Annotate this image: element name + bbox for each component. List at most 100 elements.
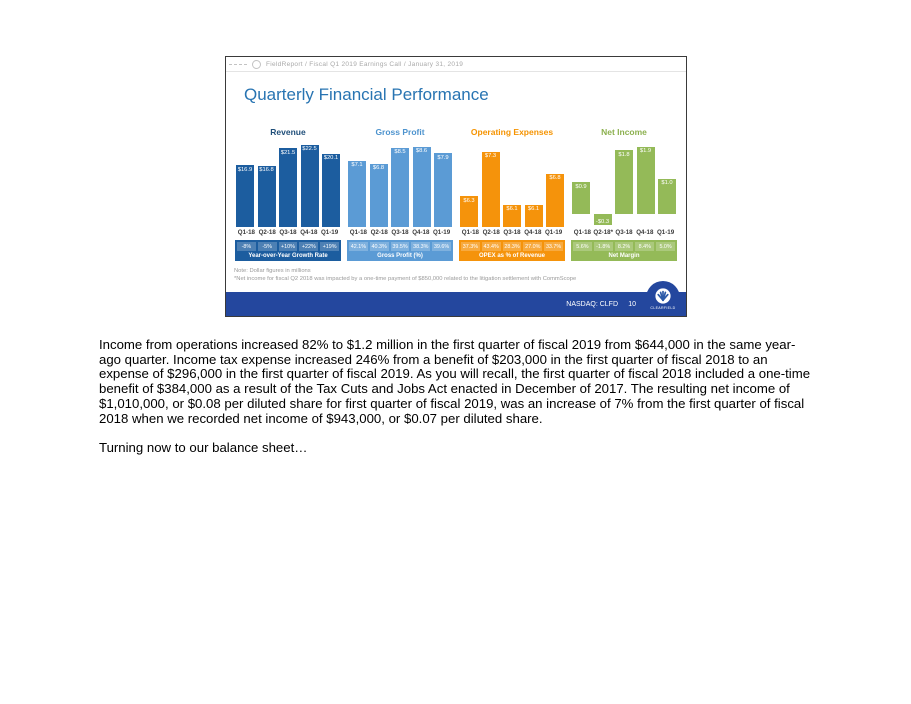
x-axis-label: Q1-19: [320, 229, 339, 236]
footnote-line-2: *Net income for fiscal Q2 2018 was impac…: [234, 275, 577, 282]
bar-revenue-Q1-18: $16.9: [236, 165, 254, 227]
bar-gross-profit-Q4-18: $8.6: [412, 146, 431, 227]
x-axis-label: Q1-18: [349, 229, 367, 236]
footnote-line-1: Note: Dollar figures in millions: [234, 268, 311, 274]
bar-value-label: $7.9: [437, 154, 449, 161]
charts-row: Revenue $16.9 $16.8 $21.5 $22.5 $20.1 Q1-18 Q2-…: [232, 127, 680, 261]
x-axis-label: Q4-18: [412, 229, 430, 236]
metric-strip-cell: 37.3%: [461, 242, 480, 251]
bar-value-label: -$0.3: [595, 218, 610, 225]
bar-gross-profit-Q2-18: $6.8: [369, 163, 388, 227]
progress-marker-icon: [252, 59, 261, 69]
metric-strip-label: OPEX as % of Revenue: [478, 253, 546, 259]
metric-strip-cell: 28.3%: [502, 242, 522, 251]
metric-strip-values: 42.1% 40.3% 39.5% 38.3% 39.6%: [349, 242, 451, 251]
metric-strip-values: -8% -5% +10% +22% +19%: [237, 242, 339, 251]
bar-net-income-Q2-18*: -$0.3: [593, 214, 612, 226]
bar-value-label: $1.0: [661, 180, 673, 187]
progress-dash-line: [229, 63, 247, 65]
x-axis-label: Q1-19: [544, 229, 563, 236]
bar-revenue-Q3-18: $21.5: [279, 148, 297, 227]
metric-strip-cell: +10%: [278, 242, 298, 251]
metric-strip-cell: +22%: [299, 242, 319, 251]
x-axis-label: Q2-18: [482, 229, 500, 236]
bar-value-label: $22.5: [302, 146, 317, 153]
bar-value-label: $6.3: [463, 197, 475, 204]
metric-strip-revenue: -8% -5% +10% +22% +19% Year-over-Year Growth …: [235, 240, 341, 261]
x-axis-label: Q1-18: [461, 229, 479, 236]
metric-strip-label: Year-over-Year Growth Rate: [248, 253, 328, 259]
metric-strip-cell: -5%: [257, 242, 277, 251]
chart-revenue: Revenue $16.9 $16.8 $21.5 $22.5 $20.1 Q1-18 Q2-…: [232, 127, 344, 261]
paragraph-transition: Turning now to our balance sheet…: [99, 439, 308, 455]
chart-plot-revenue: $16.9 $16.8 $21.5 $22.5 $20.1: [236, 143, 340, 227]
x-axis-label: Q2-18: [370, 229, 388, 236]
bar-gross-profit-Q3-18: $8.5: [391, 147, 409, 227]
slide-header: FieldReport / Fiscal Q1 2019 Earnings Ca…: [226, 57, 686, 72]
chart-gross-profit: Gross Profit $7.1 $6.8 $8.5 $8.6 $7.9 Q1-18 Q2-…: [344, 127, 456, 261]
metric-strip-cell: 27.0%: [523, 242, 543, 251]
metric-strip-cell: 8.2%: [614, 242, 634, 251]
metric-strip-cell: 33.7%: [544, 242, 563, 251]
bar-value-label: $7.3: [484, 153, 497, 160]
metric-strip-cell: +19%: [320, 242, 339, 251]
x-axis-label: Q1-19: [656, 229, 675, 236]
bar-revenue-Q4-18: $22.5: [300, 144, 319, 227]
chart-xlabels-revenue: Q1-18 Q2-18 Q3-18 Q4-18 Q1-19: [236, 229, 340, 236]
metric-strip-net-income: 5.6% -1.8% 8.2% 8.4% 5.0% Net Margin: [571, 240, 677, 261]
bar-gross-profit-Q1-19: $7.9: [434, 153, 452, 227]
x-axis-label: Q2-18: [258, 229, 276, 236]
bar-net-income-Q1-19: $1.0: [658, 178, 676, 215]
chart-xlabels-net-income: Q1-18 Q2-18* Q3-18 Q4-18 Q1-19: [572, 229, 676, 236]
clearfield-logo-badge: CLEARFIELD: [646, 281, 680, 315]
bar-gross-profit-Q1-18: $7.1: [348, 160, 366, 227]
chart-plot-net-income: $0.9 -$0.3 $1.8 $1.9 $1.0: [572, 143, 676, 227]
chart-operating-expenses: Operating Expenses $6.3 $7.3 $6.1 $6.1 $6.8 Q1…: [456, 127, 568, 261]
slide-footnote: Note: Dollar figures in millions *Net in…: [234, 268, 686, 283]
bar-value-label: $1.8: [618, 151, 630, 158]
bar-value-label: $1.9: [639, 148, 652, 155]
bar-revenue-Q1-19: $20.1: [322, 153, 340, 227]
metric-strip-gross-profit: 42.1% 40.3% 39.5% 38.3% 39.6% Gross Profit (%…: [347, 240, 453, 261]
x-axis-label: Q1-18: [237, 229, 255, 236]
x-axis-label: Q1-18: [573, 229, 591, 236]
x-axis-label: Q4-18: [300, 229, 318, 236]
x-axis-label: Q3-18: [503, 229, 521, 236]
bar-value-label: $0.9: [575, 183, 587, 190]
metric-strip-operating-expenses: 37.3% 43.4% 28.3% 27.0% 33.7% OPEX as % of Re…: [459, 240, 565, 261]
chart-title-operating-expenses: Operating Expenses: [470, 127, 554, 137]
bar-value-label: $6.1: [506, 206, 518, 213]
metric-strip-cell: 39.5%: [390, 242, 410, 251]
slide-page-number: 10: [628, 301, 636, 308]
metric-strip-label: Net Margin: [608, 253, 640, 259]
paragraph-financials: Income from operations increased 82% to …: [99, 337, 811, 426]
metric-strip-values: 37.3% 43.4% 28.3% 27.0% 33.7%: [461, 242, 563, 251]
slide-title: Quarterly Financial Performance: [244, 85, 489, 104]
bar-value-label: $21.5: [280, 149, 296, 156]
x-axis-label: Q3-18: [391, 229, 409, 236]
ticker-label: NASDAQ: CLFD: [566, 301, 618, 308]
clearfield-shell-icon: [655, 288, 671, 304]
x-axis-label: Q1-19: [432, 229, 451, 236]
chart-net-income: Net Income $0.9 -$0.3 $1.8 $1.9 $1.0 Q1-18 Q2-1…: [568, 127, 680, 261]
bar-value-label: $16.9: [237, 166, 253, 173]
bar-operating-expenses-Q2-18: $7.3: [481, 151, 500, 227]
x-axis-label: Q3-18: [279, 229, 297, 236]
x-axis-label: Q2-18*: [593, 229, 613, 236]
chart-title-net-income: Net Income: [601, 127, 647, 137]
metric-strip-cell: 5.6%: [573, 242, 592, 251]
bar-net-income-Q3-18: $1.8: [615, 150, 633, 215]
bar-net-income-Q4-18: $1.9: [636, 146, 655, 215]
metric-strip-cell: 43.4%: [481, 242, 501, 251]
metric-strip-label: Gross Profit (%): [377, 253, 423, 259]
chart-xlabels-gross-profit: Q1-18 Q2-18 Q3-18 Q4-18 Q1-19: [348, 229, 452, 236]
bar-value-label: $6.8: [549, 175, 561, 182]
bar-value-label: $20.1: [323, 155, 339, 162]
body-text: Income from operations increased 82% to …: [99, 337, 815, 456]
bar-value-label: $8.6: [415, 148, 428, 155]
slide-footer-bar: NASDAQ: CLFD 10 CLEARFIELD: [226, 281, 686, 316]
metric-strip-cell: 40.3%: [369, 242, 389, 251]
metric-strip-cell: 39.6%: [432, 242, 451, 251]
bar-operating-expenses-Q3-18: $6.1: [503, 204, 521, 227]
